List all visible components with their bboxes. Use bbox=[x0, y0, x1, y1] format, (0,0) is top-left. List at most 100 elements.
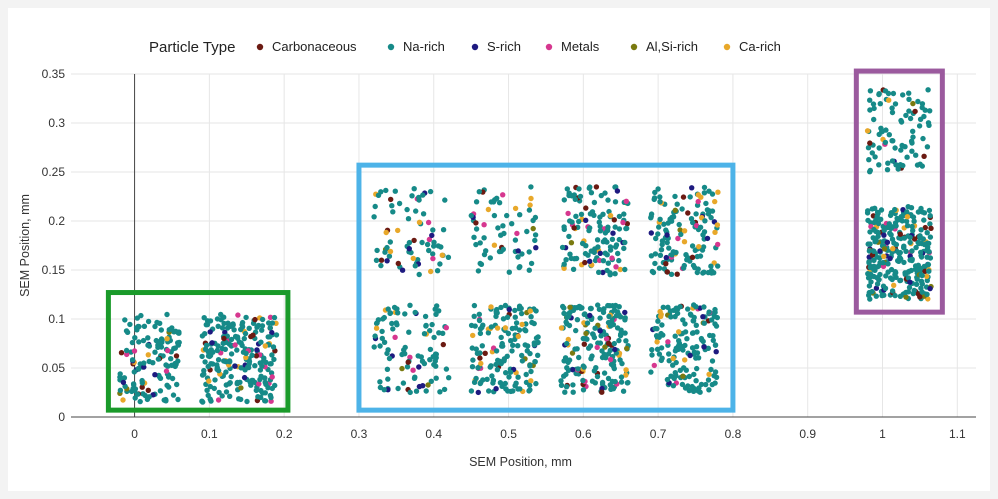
scatter-point bbox=[400, 380, 407, 386]
scatter-point bbox=[867, 274, 874, 280]
scatter-point bbox=[519, 321, 525, 328]
scatter-point bbox=[897, 254, 903, 261]
scatter-point bbox=[259, 316, 266, 323]
scatter-point bbox=[913, 152, 919, 158]
scatter-point bbox=[434, 268, 441, 274]
scatter-point bbox=[618, 379, 625, 385]
scatter-point bbox=[129, 357, 136, 363]
scatter-point bbox=[120, 397, 126, 403]
scatter-point bbox=[602, 190, 608, 196]
scatter-point bbox=[874, 254, 880, 260]
scatter-point bbox=[664, 269, 670, 275]
scatter-point bbox=[607, 212, 614, 219]
scatter-point bbox=[223, 389, 230, 395]
scatter-point bbox=[488, 199, 494, 205]
scatter-point bbox=[913, 244, 919, 251]
scatter-point bbox=[605, 197, 611, 203]
scatter-point bbox=[652, 251, 659, 257]
scatter-point bbox=[690, 318, 697, 324]
scatter-point bbox=[231, 327, 237, 333]
scatter-point bbox=[881, 232, 887, 238]
scatter-point bbox=[528, 368, 534, 375]
scatter-point bbox=[687, 352, 693, 359]
scatter-point bbox=[202, 346, 209, 352]
legend-item[interactable]: Na-rich bbox=[387, 39, 445, 54]
scatter-point bbox=[695, 198, 701, 205]
scatter-point bbox=[581, 341, 587, 347]
scatter-point bbox=[395, 227, 401, 234]
scatter-point bbox=[676, 338, 682, 344]
scatter-point bbox=[622, 239, 628, 246]
scatter-point bbox=[477, 326, 484, 332]
scatter-point bbox=[623, 367, 629, 373]
scatter-point bbox=[498, 304, 504, 311]
scatter-point bbox=[491, 242, 498, 248]
scatter-point bbox=[864, 128, 871, 134]
scatter-point bbox=[139, 384, 145, 390]
scatter-point bbox=[575, 366, 581, 372]
scatter-point bbox=[496, 200, 503, 206]
scatter-point bbox=[565, 210, 571, 217]
scatter-point bbox=[513, 380, 519, 386]
scatter-point bbox=[570, 389, 576, 395]
scatter-point bbox=[228, 373, 234, 380]
scatter-point bbox=[695, 355, 702, 361]
scatter-point bbox=[927, 108, 933, 114]
scatter-point bbox=[416, 219, 423, 225]
scatter-point bbox=[563, 257, 569, 263]
scatter-point bbox=[685, 255, 691, 261]
scatter-point bbox=[624, 221, 630, 227]
scatter-point bbox=[650, 269, 657, 276]
legend-item[interactable]: Carbonaceous bbox=[256, 39, 357, 54]
scatter-point bbox=[587, 305, 594, 312]
scatter-point bbox=[429, 232, 435, 239]
scatter-point bbox=[714, 314, 720, 321]
scatter-point bbox=[443, 366, 450, 372]
scatter-point bbox=[867, 229, 873, 235]
scatter-point bbox=[488, 363, 494, 369]
scatter-point bbox=[572, 196, 578, 202]
scatter-point bbox=[924, 240, 930, 246]
scatter-point bbox=[597, 315, 603, 321]
legend-item[interactable]: Metals bbox=[545, 39, 600, 54]
scatter-point bbox=[436, 330, 442, 336]
scatter-point bbox=[611, 340, 617, 347]
scatter-point bbox=[673, 345, 679, 351]
scatter-point bbox=[491, 212, 498, 219]
scatter-point bbox=[682, 329, 689, 335]
scatter-point bbox=[407, 389, 413, 396]
scatter-point bbox=[901, 259, 907, 266]
scatter-point bbox=[622, 330, 628, 336]
scatter-point bbox=[596, 219, 602, 225]
legend: Particle Type Carbonaceous Na-rich S-rich M… bbox=[149, 39, 781, 56]
scatter-point bbox=[905, 289, 912, 295]
scatter-point bbox=[258, 387, 264, 394]
scatter-point bbox=[577, 304, 583, 310]
legend-label: Metals bbox=[561, 39, 600, 54]
scatter-point bbox=[871, 105, 877, 112]
scatter-point bbox=[476, 189, 482, 195]
x-tick-label: 0 bbox=[131, 427, 138, 441]
scatter-point bbox=[700, 314, 706, 320]
scatter-point bbox=[669, 214, 675, 221]
scatter-point bbox=[500, 343, 506, 349]
y-tick-label: 0.05 bbox=[42, 361, 66, 375]
scatter-point bbox=[925, 87, 931, 93]
scatter-point bbox=[241, 374, 248, 381]
legend-item[interactable]: S-rich bbox=[471, 39, 521, 54]
scatter-point bbox=[267, 314, 274, 320]
scatter-point bbox=[428, 268, 434, 275]
scatter-point bbox=[913, 281, 920, 287]
legend-item[interactable]: Al,Si-rich bbox=[630, 39, 698, 54]
scatter-point bbox=[616, 312, 622, 318]
legend-item[interactable]: Ca-rich bbox=[723, 39, 781, 54]
scatter-point bbox=[656, 265, 663, 271]
scatter-point bbox=[561, 305, 567, 311]
scatter-point bbox=[890, 138, 896, 144]
scatter-point bbox=[118, 350, 125, 356]
scatter-point bbox=[228, 336, 235, 343]
scatter-point bbox=[513, 320, 520, 326]
scatter-point bbox=[613, 242, 620, 248]
y-tick-label: 0.3 bbox=[48, 116, 65, 130]
scatter-point bbox=[709, 358, 716, 364]
